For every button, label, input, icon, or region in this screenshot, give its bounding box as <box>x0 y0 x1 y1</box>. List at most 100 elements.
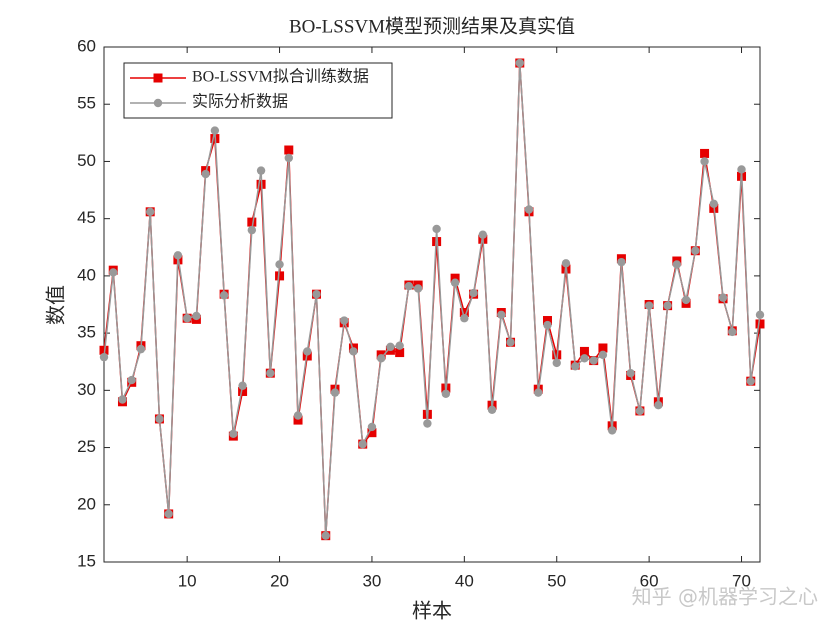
data-point <box>219 291 229 300</box>
y-tick-label: 15 <box>77 551 96 570</box>
data-point <box>284 145 294 155</box>
y-axis-label: 数值 <box>45 285 68 325</box>
data-point <box>663 301 672 310</box>
data-point <box>691 246 700 255</box>
watermark: 知乎 @机器学习之心 <box>632 585 818 609</box>
data-point <box>441 389 451 398</box>
y-tick-label: 40 <box>77 265 96 284</box>
data-point <box>118 395 127 404</box>
data-point <box>376 354 386 363</box>
data-point <box>450 273 460 283</box>
x-tick-label: 40 <box>455 571 474 590</box>
data-point <box>247 225 257 235</box>
data-point <box>432 224 441 234</box>
data-point <box>256 166 266 175</box>
data-point <box>571 362 580 371</box>
data-point <box>349 347 358 356</box>
data-point <box>579 346 589 356</box>
y-tick-label: 60 <box>77 36 96 55</box>
data-point <box>459 308 469 318</box>
data-point <box>672 260 682 269</box>
data-line <box>103 62 761 536</box>
data-point <box>617 257 626 267</box>
data-point <box>654 401 663 410</box>
legend-label: BO-LSSVM拟合训练数据 <box>192 68 369 86</box>
data-point <box>755 319 765 329</box>
data-point <box>367 428 377 438</box>
data-point <box>469 288 478 298</box>
y-tick-label: 25 <box>77 437 96 456</box>
data-point <box>109 268 118 277</box>
data-point <box>487 405 497 414</box>
legend-marker <box>153 98 163 108</box>
data-point <box>543 320 552 330</box>
data-point <box>700 148 710 158</box>
data-point <box>238 381 247 390</box>
data-point <box>404 281 414 291</box>
x-tick-label: 60 <box>640 571 659 590</box>
y-tick-label: 45 <box>77 208 96 227</box>
data-point <box>145 207 155 216</box>
data-point <box>506 338 515 347</box>
x-tick-label: 50 <box>547 571 566 590</box>
data-point <box>580 354 589 363</box>
data-point <box>238 386 248 396</box>
data-point <box>303 347 312 356</box>
data-point <box>542 316 552 326</box>
legend-box <box>123 62 393 119</box>
data-point <box>497 310 506 319</box>
data-point <box>358 439 367 449</box>
data-point <box>737 165 746 174</box>
data-point <box>275 260 284 269</box>
data-point <box>164 509 173 519</box>
chart-title: BO-LSSVM模型预测结果及真实值 <box>289 15 575 37</box>
data-point <box>386 342 395 352</box>
data-point <box>450 278 460 287</box>
x-tick-label: 70 <box>732 571 751 590</box>
y-tick-label: 35 <box>77 323 96 342</box>
data-point <box>598 343 608 353</box>
legend-marker <box>153 73 163 83</box>
data-point <box>515 58 524 68</box>
data-point <box>229 429 238 439</box>
y-tick-label: 55 <box>77 94 96 113</box>
data-point <box>293 411 303 420</box>
legend-label: 实际分析数据 <box>192 93 288 111</box>
data-point <box>626 368 635 378</box>
data-point <box>395 348 405 358</box>
data-point <box>635 406 645 416</box>
data-point <box>284 153 293 163</box>
data-point <box>478 230 488 239</box>
y-tick-label: 50 <box>77 151 96 170</box>
data-point <box>266 368 275 378</box>
data-point <box>681 295 691 305</box>
data-point <box>718 293 728 302</box>
data-point <box>700 157 709 166</box>
data-point <box>460 314 469 323</box>
x-tick-label: 20 <box>270 571 289 590</box>
x-tick-label: 10 <box>178 571 197 590</box>
data-point <box>321 531 330 540</box>
data-point <box>293 415 303 425</box>
data-point <box>312 290 321 299</box>
x-axis-label: 样本 <box>412 600 452 623</box>
data-point <box>413 284 423 293</box>
data-point <box>746 376 755 386</box>
data-point <box>709 199 719 208</box>
y-tick-label: 20 <box>77 494 96 513</box>
data-point <box>755 310 765 319</box>
data-point <box>99 352 109 362</box>
data-point <box>201 169 210 179</box>
data-point <box>607 426 617 435</box>
x-tick-label: 30 <box>362 571 381 590</box>
data-point <box>155 414 164 424</box>
data-point <box>330 388 340 397</box>
data-point <box>423 419 432 428</box>
data-point <box>210 126 220 135</box>
data-point <box>561 259 571 268</box>
data-point <box>534 388 543 397</box>
data-point <box>173 251 183 260</box>
plot-area <box>103 46 761 563</box>
data-point <box>192 311 201 321</box>
